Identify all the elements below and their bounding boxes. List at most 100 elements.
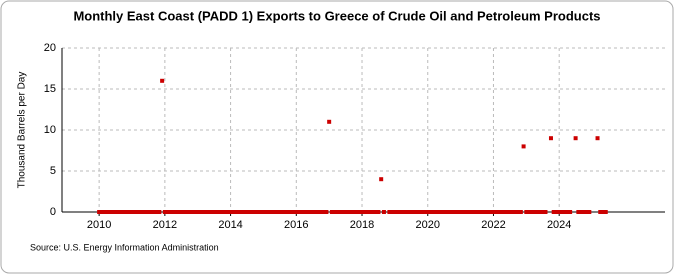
- point: [461, 210, 466, 214]
- point: [138, 210, 143, 214]
- point: [182, 210, 187, 214]
- point: [406, 210, 411, 214]
- point: [381, 210, 386, 214]
- y-tick-label: 15: [44, 83, 56, 95]
- point: [146, 210, 151, 214]
- point: [291, 210, 296, 214]
- point: [354, 210, 359, 214]
- point: [184, 210, 189, 214]
- point: [502, 210, 507, 214]
- point: [280, 210, 285, 214]
- point: [513, 210, 518, 214]
- point: [187, 210, 192, 214]
- point: [121, 210, 126, 214]
- point: [225, 210, 230, 214]
- point: [288, 210, 293, 214]
- point: [540, 210, 545, 214]
- point: [272, 210, 277, 214]
- point: [392, 210, 397, 214]
- point: [299, 210, 304, 214]
- point: [143, 210, 148, 214]
- point: [250, 210, 255, 214]
- point: [414, 210, 419, 214]
- point: [162, 210, 167, 214]
- point: [551, 210, 556, 214]
- point: [507, 210, 512, 214]
- point: [340, 210, 345, 214]
- point: [313, 210, 318, 214]
- point: [127, 210, 132, 214]
- x-tick-label: 2016: [284, 219, 308, 231]
- point: [595, 136, 600, 141]
- point: [316, 210, 321, 214]
- point: [412, 210, 417, 214]
- point: [203, 210, 208, 214]
- point: [518, 210, 523, 214]
- y-tick-label: 20: [44, 42, 56, 54]
- point: [510, 210, 515, 214]
- point: [321, 210, 326, 214]
- point: [499, 210, 504, 214]
- point: [168, 210, 173, 214]
- point: [496, 210, 501, 214]
- point: [346, 210, 351, 214]
- point: [239, 210, 244, 214]
- point: [247, 210, 252, 214]
- point: [485, 210, 490, 214]
- point: [294, 210, 299, 214]
- point: [129, 210, 134, 214]
- x-tick-label: 2014: [218, 219, 242, 231]
- point: [557, 210, 562, 214]
- point: [236, 210, 241, 214]
- point: [483, 210, 488, 214]
- point: [368, 210, 373, 214]
- point: [119, 210, 124, 214]
- point: [436, 210, 441, 214]
- point: [450, 210, 455, 214]
- point: [195, 210, 200, 214]
- point: [584, 210, 589, 214]
- point: [532, 210, 537, 214]
- point: [234, 210, 239, 214]
- point: [403, 210, 408, 214]
- point: [488, 210, 493, 214]
- point: [527, 210, 532, 214]
- point: [258, 210, 263, 214]
- point: [458, 210, 463, 214]
- point: [192, 210, 197, 214]
- point: [160, 78, 165, 83]
- point: [472, 210, 477, 214]
- point: [97, 210, 102, 214]
- point: [209, 210, 214, 214]
- point: [373, 210, 378, 214]
- x-tick-label: 2010: [87, 219, 111, 231]
- point: [151, 210, 156, 214]
- point: [310, 210, 315, 214]
- point: [124, 210, 129, 214]
- point: [324, 210, 329, 214]
- point: [102, 210, 107, 214]
- point: [201, 210, 206, 214]
- point: [338, 210, 343, 214]
- point: [565, 210, 570, 214]
- point: [335, 210, 340, 214]
- x-tick-label: 2022: [481, 219, 505, 231]
- point: [266, 210, 271, 214]
- point: [579, 210, 584, 214]
- point: [444, 210, 449, 214]
- point: [332, 210, 337, 214]
- point: [475, 210, 480, 214]
- point: [305, 210, 310, 214]
- point: [360, 210, 365, 214]
- point: [439, 210, 444, 214]
- point: [398, 210, 403, 214]
- point: [543, 210, 548, 214]
- point: [286, 210, 291, 214]
- point: [376, 210, 381, 214]
- point: [217, 210, 222, 214]
- point: [99, 210, 104, 214]
- point: [173, 210, 178, 214]
- point: [261, 210, 266, 214]
- point: [365, 210, 370, 214]
